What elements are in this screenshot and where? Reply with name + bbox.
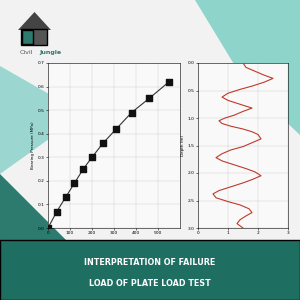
Point xyxy=(129,110,134,115)
Polygon shape xyxy=(18,12,51,30)
Point xyxy=(114,127,118,131)
Text: INTERPRETATION OF FAILURE: INTERPRETATION OF FAILURE xyxy=(84,258,216,267)
Point xyxy=(46,226,50,230)
FancyBboxPatch shape xyxy=(0,240,300,300)
Polygon shape xyxy=(0,174,126,300)
Point xyxy=(72,181,77,186)
FancyBboxPatch shape xyxy=(21,28,46,45)
Point xyxy=(167,80,171,84)
Y-axis label: Depth (m): Depth (m) xyxy=(181,135,185,156)
Y-axis label: Bearing Pressure (MPa): Bearing Pressure (MPa) xyxy=(31,122,35,169)
Point xyxy=(63,195,68,200)
Text: LOAD OF PLATE LOAD TEST: LOAD OF PLATE LOAD TEST xyxy=(89,279,211,288)
Text: Jungle: Jungle xyxy=(39,50,61,55)
FancyBboxPatch shape xyxy=(22,30,33,44)
Polygon shape xyxy=(0,66,84,174)
Point xyxy=(81,167,85,172)
Polygon shape xyxy=(195,0,300,135)
Point xyxy=(147,96,152,101)
Point xyxy=(90,155,94,160)
Point xyxy=(54,209,59,214)
Text: Civil: Civil xyxy=(20,50,33,55)
Point xyxy=(100,141,105,146)
